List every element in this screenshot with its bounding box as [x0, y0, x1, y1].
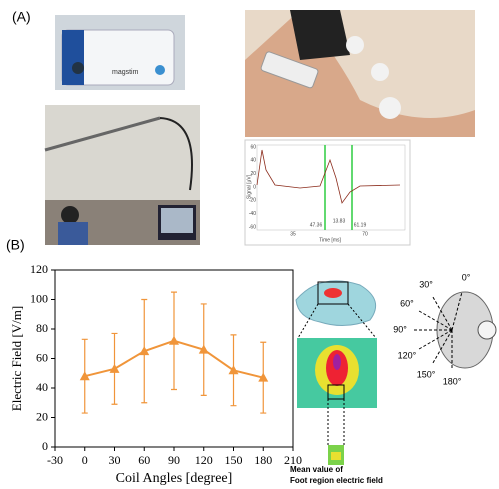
signal-marker: 47.36 [310, 222, 323, 228]
signal-y-label: Signal [μV] [246, 174, 252, 199]
panel-label: (A) [12, 9, 31, 25]
signal-y-tick: 0 [253, 184, 256, 190]
x-tick-label: 150 [225, 453, 243, 467]
signal-y-tick: 40 [250, 158, 256, 164]
angle-label: 30° [419, 279, 433, 289]
marker [110, 364, 120, 373]
signal-marker: 13.83 [333, 218, 346, 224]
foot-photo [245, 10, 475, 137]
marker [169, 336, 179, 345]
brain-images [296, 281, 377, 465]
device-photo: magstim [55, 15, 185, 90]
x-tick-label: -30 [47, 453, 63, 467]
x-axis-label: Coil Angles [degree] [116, 471, 233, 486]
panel-label: (B) [6, 237, 25, 253]
signal-x-tick: 70 [362, 231, 368, 237]
y-axis-label: Electric Field [V/m] [9, 306, 24, 411]
x-tick-label: 30 [109, 453, 121, 467]
angle-label: 120° [398, 350, 417, 360]
y-tick-label: 120 [30, 262, 48, 276]
signal-y-tick: -20 [249, 198, 256, 204]
x-tick-label: 0 [82, 453, 88, 467]
signal-y-tick: 60 [250, 144, 256, 150]
x-tick-label: 210 [284, 453, 302, 467]
brand-text: magstim [112, 69, 139, 76]
marker [229, 365, 239, 374]
signal-x-label: Time [ms] [319, 237, 341, 243]
angle-label: 0° [462, 272, 471, 282]
figure: magstim Signal [μV] Time [ms] 35 70 47.3… [0, 0, 499, 489]
y-tick-label: 60 [36, 350, 48, 364]
y-tick-label: 100 [30, 291, 48, 305]
annotation: Foot region electric field [290, 476, 383, 485]
angle-label: 180° [443, 376, 462, 386]
signal-y-tick: -40 [249, 211, 256, 217]
y-tick-label: 20 [36, 409, 48, 423]
page: magstim Signal [μV] Time [ms] 35 70 47.3… [0, 0, 499, 489]
x-tick-label: 90 [168, 453, 180, 467]
signal-x-tick: 35 [290, 231, 296, 237]
signal-plot: Signal [μV] Time [ms] 35 70 47.36 13.83 … [245, 140, 410, 245]
y-tick-label: 0 [42, 439, 48, 453]
coil-diagram: 0° 30° 60° 90° 120°150° 180° [393, 272, 496, 386]
angle-label: 150° [417, 369, 436, 379]
lab-photo [45, 105, 200, 245]
x-tick-label: 120 [195, 453, 213, 467]
y-tick-label: 80 [36, 321, 48, 335]
y-tick-label: 40 [36, 380, 48, 394]
x-tick-label: 180 [254, 453, 272, 467]
angle-label: 60° [400, 298, 414, 308]
signal-marker: 61.19 [354, 222, 367, 228]
signal-y-tick: 20 [250, 171, 256, 177]
signal-y-tick: -60 [249, 224, 256, 230]
x-tick-label: 60 [138, 453, 150, 467]
angle-label: 90° [393, 324, 407, 334]
